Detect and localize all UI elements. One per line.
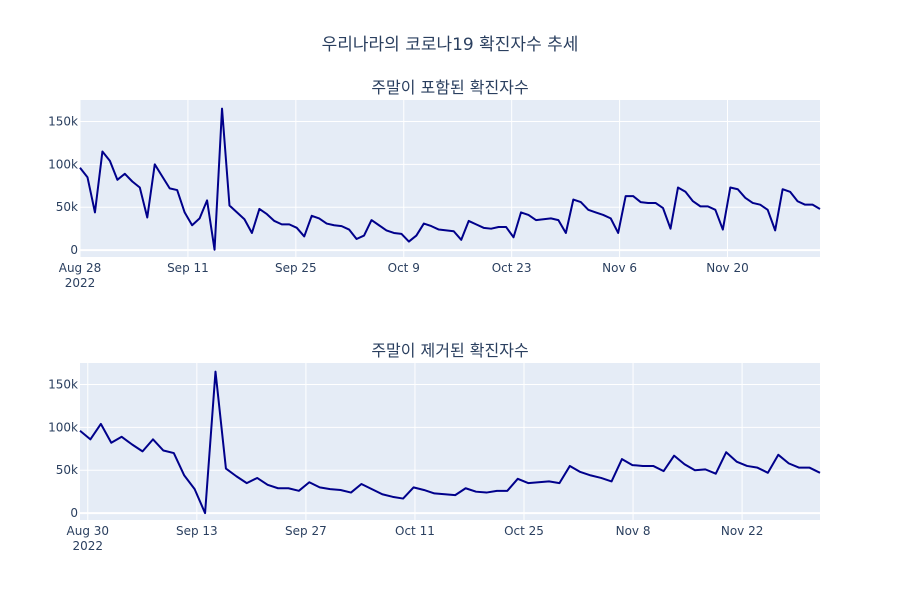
x-tick-label: Oct 25 — [504, 524, 544, 538]
x-tick-label: Nov 20 — [706, 261, 749, 275]
series-line — [79, 370, 821, 515]
figure-title: 우리나라의 코로나19 확진자수 추세 — [322, 35, 579, 55]
x-tick-label: Sep 27 — [285, 524, 327, 538]
x-tick-label: Nov 22 — [721, 524, 764, 538]
y-tick-label: 150k — [48, 377, 78, 391]
x-tick-label: Nov 8 — [616, 524, 651, 538]
y-tick-labels: 0 50k 100k 150k — [48, 377, 78, 520]
y-tick-label: 0 — [70, 506, 78, 520]
x-year-label: 2022 — [73, 539, 104, 553]
series-line — [79, 107, 821, 251]
x-tick-label: Sep 25 — [275, 261, 317, 275]
x-tick-label: Sep 13 — [176, 524, 218, 538]
y-tick-label: 0 — [70, 243, 78, 257]
y-tick-label: 100k — [48, 157, 78, 171]
y-tick-label: 50k — [56, 200, 78, 214]
x-tick-label: Oct 23 — [492, 261, 532, 275]
gridlines — [79, 100, 820, 257]
x-year-label: 2022 — [65, 276, 96, 290]
y-tick-label: 50k — [56, 463, 78, 477]
x-tick-label: Sep 11 — [167, 261, 209, 275]
y-tick-label: 150k — [48, 114, 78, 128]
x-tick-label: Aug 28 — [59, 261, 102, 275]
x-tick-label: Oct 11 — [395, 524, 435, 538]
x-tick-label: Nov 6 — [602, 261, 637, 275]
plot-area — [80, 363, 820, 520]
y-tick-label: 100k — [48, 420, 78, 434]
x-tick-label: Aug 30 — [67, 524, 110, 538]
y-tick-labels: 0 50k 100k 150k — [48, 114, 78, 257]
x-tick-label: Oct 9 — [388, 261, 420, 275]
subplot-title: 주말이 제거된 확진자수 — [371, 341, 528, 360]
plot-area — [80, 100, 820, 257]
subplot-title: 주말이 포함된 확진자수 — [371, 78, 528, 97]
